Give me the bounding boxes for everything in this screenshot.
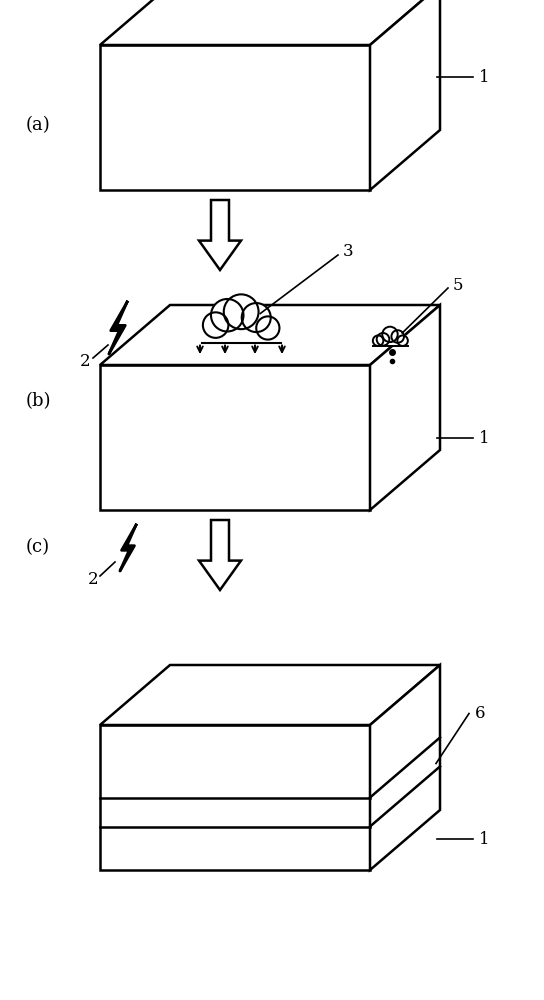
Polygon shape — [100, 725, 370, 870]
Circle shape — [373, 335, 384, 346]
Polygon shape — [373, 339, 408, 346]
Polygon shape — [100, 0, 440, 45]
Polygon shape — [370, 0, 440, 190]
Text: (b): (b) — [25, 392, 51, 410]
Circle shape — [391, 330, 404, 343]
Polygon shape — [100, 365, 370, 510]
Text: 6: 6 — [475, 705, 485, 722]
Circle shape — [382, 327, 398, 342]
Polygon shape — [370, 665, 440, 870]
Text: 1: 1 — [479, 69, 490, 86]
Text: 2: 2 — [88, 572, 98, 588]
Circle shape — [397, 335, 408, 346]
Circle shape — [256, 316, 280, 340]
Circle shape — [203, 312, 228, 338]
Polygon shape — [370, 305, 440, 510]
Text: 3: 3 — [343, 242, 354, 259]
Polygon shape — [100, 665, 440, 725]
Text: (a): (a) — [26, 116, 51, 134]
Text: 1: 1 — [479, 430, 490, 447]
Polygon shape — [202, 328, 281, 342]
Text: 2: 2 — [79, 354, 90, 370]
Circle shape — [224, 294, 258, 329]
Polygon shape — [199, 200, 241, 270]
Polygon shape — [100, 45, 370, 190]
Circle shape — [242, 303, 271, 332]
Polygon shape — [109, 302, 127, 354]
Text: (c): (c) — [26, 538, 50, 556]
Polygon shape — [100, 305, 440, 365]
Polygon shape — [120, 525, 136, 571]
Circle shape — [211, 299, 244, 331]
Text: 1: 1 — [479, 831, 490, 848]
Polygon shape — [199, 520, 241, 590]
Circle shape — [376, 333, 390, 346]
Text: 5: 5 — [453, 277, 463, 294]
